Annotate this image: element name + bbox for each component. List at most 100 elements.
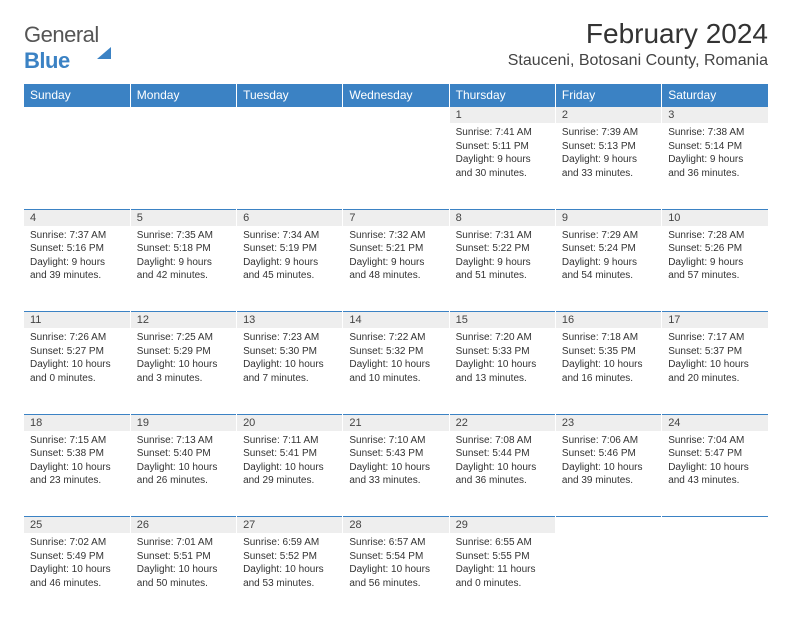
sunset-text: Sunset: 5:29 PM [137, 345, 230, 359]
location-text: Stauceni, Botosani County, Romania [508, 52, 768, 70]
daylight-text: and 42 minutes. [137, 269, 230, 283]
daylight-text: Daylight: 10 hours [243, 358, 336, 372]
day-number-cell [237, 107, 343, 124]
daylight-text: Daylight: 10 hours [349, 461, 442, 475]
page-header: General Blue February 2024 Stauceni, Bot… [24, 18, 768, 74]
sunset-text: Sunset: 5:19 PM [243, 242, 336, 256]
sunrise-text: Sunrise: 7:23 AM [243, 331, 336, 345]
sunrise-text: Sunrise: 7:20 AM [456, 331, 549, 345]
month-title: February 2024 [508, 18, 768, 50]
daylight-text: Daylight: 9 hours [349, 256, 442, 270]
day-number-cell: 17 [662, 312, 768, 329]
daylight-text: Daylight: 10 hours [137, 563, 230, 577]
day-content-cell [130, 123, 236, 209]
calendar-page: General Blue February 2024 Stauceni, Bot… [0, 0, 792, 631]
day-number-cell: 13 [237, 312, 343, 329]
sunrise-text: Sunrise: 7:02 AM [30, 536, 124, 550]
day-header-row: Sunday Monday Tuesday Wednesday Thursday… [24, 84, 768, 107]
daylight-text: Daylight: 10 hours [562, 358, 655, 372]
sunset-text: Sunset: 5:41 PM [243, 447, 336, 461]
daylight-text: and 39 minutes. [562, 474, 655, 488]
daylight-text: Daylight: 9 hours [456, 153, 549, 167]
day-content-cell [662, 533, 768, 619]
day-number-cell [662, 517, 768, 534]
daylight-text: and 0 minutes. [456, 577, 549, 591]
sunset-text: Sunset: 5:38 PM [30, 447, 124, 461]
day-content-cell [555, 533, 661, 619]
day-content-cell: Sunrise: 7:26 AMSunset: 5:27 PMDaylight:… [24, 328, 130, 414]
sunrise-text: Sunrise: 7:22 AM [349, 331, 442, 345]
daylight-text: Daylight: 10 hours [243, 563, 336, 577]
logo: General Blue [24, 18, 111, 74]
daylight-text: Daylight: 10 hours [137, 461, 230, 475]
day-content-cell: Sunrise: 7:25 AMSunset: 5:29 PMDaylight:… [130, 328, 236, 414]
daylight-text: and 26 minutes. [137, 474, 230, 488]
sunset-text: Sunset: 5:44 PM [456, 447, 549, 461]
title-block: February 2024 Stauceni, Botosani County,… [508, 18, 768, 70]
day-header: Sunday [24, 84, 130, 107]
daynum-row: 45678910 [24, 209, 768, 226]
day-content-cell: Sunrise: 7:39 AMSunset: 5:13 PMDaylight:… [555, 123, 661, 209]
day-content-cell: Sunrise: 7:31 AMSunset: 5:22 PMDaylight:… [449, 226, 555, 312]
sunrise-text: Sunrise: 7:28 AM [668, 229, 762, 243]
sunrise-text: Sunrise: 7:08 AM [456, 434, 549, 448]
day-content-row: Sunrise: 7:41 AMSunset: 5:11 PMDaylight:… [24, 123, 768, 209]
day-number-cell: 29 [449, 517, 555, 534]
day-content-cell: Sunrise: 7:13 AMSunset: 5:40 PMDaylight:… [130, 431, 236, 517]
sunrise-text: Sunrise: 7:06 AM [562, 434, 655, 448]
daylight-text: and 29 minutes. [243, 474, 336, 488]
sunset-text: Sunset: 5:54 PM [349, 550, 442, 564]
sunrise-text: Sunrise: 7:34 AM [243, 229, 336, 243]
sunrise-text: Sunrise: 7:39 AM [562, 126, 655, 140]
day-number-cell: 11 [24, 312, 130, 329]
day-header: Thursday [449, 84, 555, 107]
daylight-text: and 0 minutes. [30, 372, 124, 386]
day-number-cell: 7 [343, 209, 449, 226]
daylight-text: Daylight: 9 hours [668, 256, 762, 270]
day-number-cell: 21 [343, 414, 449, 431]
day-header: Monday [130, 84, 236, 107]
daylight-text: and 53 minutes. [243, 577, 336, 591]
daylight-text: and 30 minutes. [456, 167, 549, 181]
daylight-text: Daylight: 9 hours [562, 256, 655, 270]
daylight-text: and 23 minutes. [30, 474, 124, 488]
daylight-text: and 20 minutes. [668, 372, 762, 386]
day-content-cell: Sunrise: 7:20 AMSunset: 5:33 PMDaylight:… [449, 328, 555, 414]
day-header: Tuesday [237, 84, 343, 107]
day-number-cell: 9 [555, 209, 661, 226]
day-number-cell: 2 [555, 107, 661, 124]
daylight-text: Daylight: 10 hours [456, 461, 549, 475]
day-content-cell: Sunrise: 7:22 AMSunset: 5:32 PMDaylight:… [343, 328, 449, 414]
day-content-cell: Sunrise: 6:55 AMSunset: 5:55 PMDaylight:… [449, 533, 555, 619]
calendar-body: 123Sunrise: 7:41 AMSunset: 5:11 PMDaylig… [24, 107, 768, 620]
day-number-cell: 14 [343, 312, 449, 329]
sunrise-text: Sunrise: 7:04 AM [668, 434, 762, 448]
daylight-text: Daylight: 10 hours [456, 358, 549, 372]
sunrise-text: Sunrise: 7:26 AM [30, 331, 124, 345]
day-content-cell: Sunrise: 7:29 AMSunset: 5:24 PMDaylight:… [555, 226, 661, 312]
day-content-cell: Sunrise: 7:37 AMSunset: 5:16 PMDaylight:… [24, 226, 130, 312]
daylight-text: Daylight: 10 hours [30, 358, 124, 372]
daylight-text: Daylight: 10 hours [30, 563, 124, 577]
logo-triangle-icon [97, 22, 111, 59]
daylight-text: and 36 minutes. [456, 474, 549, 488]
sunset-text: Sunset: 5:18 PM [137, 242, 230, 256]
day-number-cell [130, 107, 236, 124]
sunset-text: Sunset: 5:49 PM [30, 550, 124, 564]
day-number-cell: 28 [343, 517, 449, 534]
daylight-text: and 45 minutes. [243, 269, 336, 283]
day-content-cell: Sunrise: 7:35 AMSunset: 5:18 PMDaylight:… [130, 226, 236, 312]
daylight-text: and 56 minutes. [349, 577, 442, 591]
day-number-cell: 15 [449, 312, 555, 329]
day-content-row: Sunrise: 7:37 AMSunset: 5:16 PMDaylight:… [24, 226, 768, 312]
sunset-text: Sunset: 5:46 PM [562, 447, 655, 461]
day-content-cell: Sunrise: 7:34 AMSunset: 5:19 PMDaylight:… [237, 226, 343, 312]
sunset-text: Sunset: 5:16 PM [30, 242, 124, 256]
daylight-text: Daylight: 10 hours [30, 461, 124, 475]
daylight-text: Daylight: 9 hours [243, 256, 336, 270]
sunrise-text: Sunrise: 6:57 AM [349, 536, 442, 550]
day-number-cell: 20 [237, 414, 343, 431]
day-number-cell: 6 [237, 209, 343, 226]
day-header: Saturday [662, 84, 768, 107]
day-content-cell: Sunrise: 7:23 AMSunset: 5:30 PMDaylight:… [237, 328, 343, 414]
